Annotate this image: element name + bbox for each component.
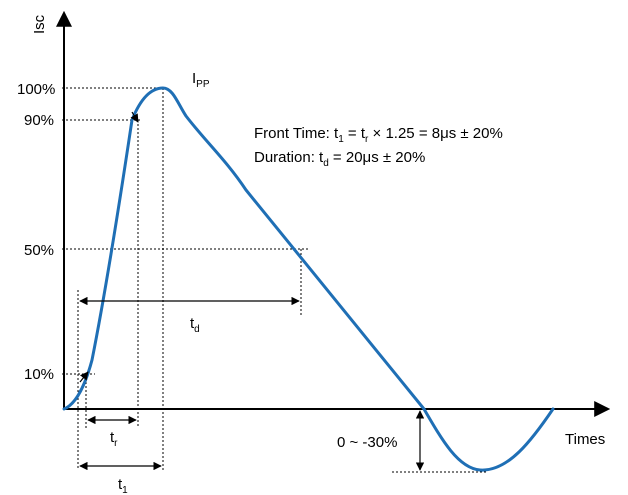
duration-formula: Duration: td = 20μs ± 20%: [254, 149, 425, 169]
surge-waveform-curve: [62, 86, 555, 472]
x-axis-label: Times: [565, 431, 605, 448]
tip-arrow-10: [79, 371, 89, 383]
level-10-label: 10%: [24, 366, 54, 383]
guide-lines: [62, 87, 488, 473]
t1-label: t1: [118, 476, 128, 495]
peak-current-label: IPP: [192, 70, 210, 90]
td-label: td: [190, 315, 200, 335]
level-90-label: 90%: [24, 112, 54, 129]
tr-label: tr: [110, 429, 118, 449]
front-time-formula: Front Time: t1 = tr × 1.25 = 8μs ± 20%: [254, 125, 503, 145]
undershoot-label: 0 ~ -30%: [337, 434, 397, 451]
tip-arrow-90: [130, 111, 139, 123]
y-axis-label: Isc: [31, 14, 48, 34]
level-100-label: 100%: [17, 81, 55, 98]
level-50-label: 50%: [24, 242, 54, 259]
